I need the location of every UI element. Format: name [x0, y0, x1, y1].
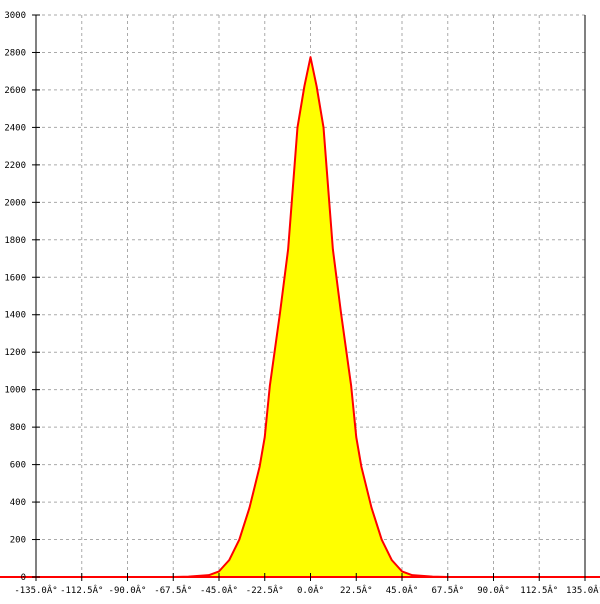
x-tick-label: -90.0Â° — [109, 584, 147, 596]
y-tick-label: 1800 — [4, 236, 26, 246]
area-layer — [173, 56, 448, 578]
y-tick-label: 800 — [10, 423, 26, 433]
x-tick-label: 45.0Â° — [386, 584, 419, 596]
y-tick-label: 2800 — [4, 48, 26, 58]
area-fill — [173, 57, 448, 577]
x-tick-label: -112.5Â° — [60, 584, 103, 596]
x-tick-label: 135.0Â° — [566, 584, 600, 596]
y-tick-label: 3000 — [4, 11, 26, 21]
y-tick-label: 400 — [10, 498, 26, 508]
x-tick-label: 22.5Â° — [340, 584, 373, 596]
y-axis-ticks: 0 200 400 600 800 1000 1200 1400 1600 1800 2000 220… — [4, 11, 40, 583]
y-tick-label: 2000 — [4, 198, 26, 208]
x-tick-label: -22.5Â° — [246, 584, 284, 596]
x-tick-label: 67.5Â° — [431, 584, 464, 596]
x-axis-ticks: -135.0Â° -112.5Â° -90.0Â° -67.5Â° -45.0Â° -22… — [14, 573, 600, 596]
y-tick-label: 2200 — [4, 161, 26, 171]
x-tick-label: -67.5Â° — [154, 584, 192, 596]
y-tick-label: 2600 — [4, 86, 26, 96]
x-tick-label: 90.0Â° — [477, 584, 510, 596]
x-tick-label: -45.0Â° — [200, 584, 238, 596]
axes — [0, 15, 600, 578]
y-tick-label: 1200 — [4, 348, 26, 358]
y-tick-label: 600 — [10, 461, 26, 471]
y-tick-label: 2400 — [4, 123, 26, 133]
y-tick-label: 1600 — [4, 273, 26, 283]
y-tick-label: 200 — [10, 536, 26, 546]
y-tick-label: 1400 — [4, 311, 26, 321]
x-tick-label: 112.5Â° — [520, 584, 558, 596]
y-tick-label: 0 — [21, 573, 26, 583]
x-tick-label: 0.0Â° — [297, 584, 324, 596]
y-tick-label: 1000 — [4, 386, 26, 396]
series-line — [173, 56, 448, 578]
x-tick-label: -135.0Â° — [14, 584, 57, 596]
